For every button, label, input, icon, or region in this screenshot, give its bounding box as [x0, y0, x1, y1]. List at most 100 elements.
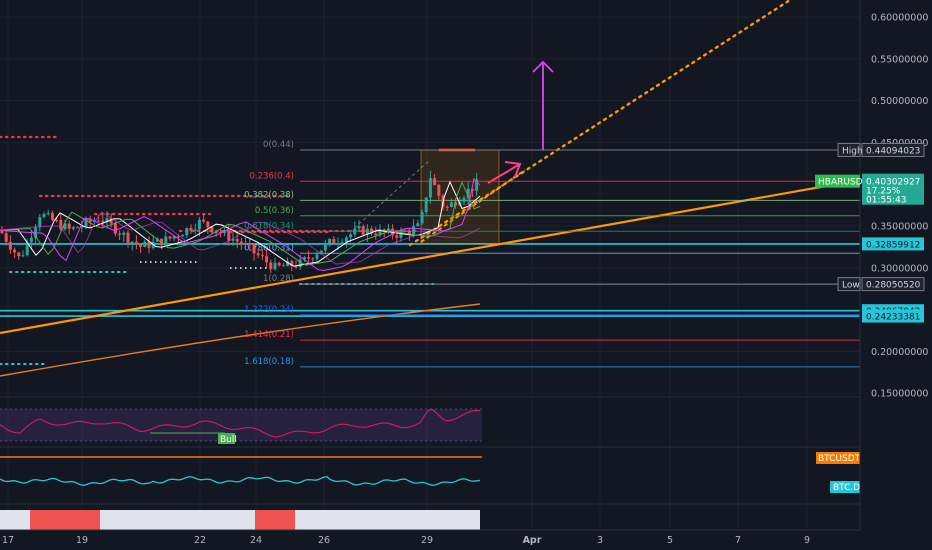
candle-body	[122, 232, 126, 235]
last-price-tag	[862, 173, 924, 205]
high-label: High	[842, 146, 863, 156]
price-axis-bg	[860, 0, 932, 530]
candle-body	[462, 197, 466, 202]
grid	[0, 0, 860, 530]
lvl3-tag-bg	[862, 309, 924, 323]
candle-body	[164, 236, 168, 246]
time-tick-label: 26	[318, 535, 330, 546]
candle-body	[454, 202, 458, 206]
trendline-lower	[0, 303, 481, 377]
high-label-bg	[837, 142, 861, 157]
time-tick-label: Apr	[523, 535, 542, 546]
candle-body	[143, 241, 147, 248]
candle-body	[17, 252, 21, 257]
ma-purple	[0, 211, 481, 265]
candle-body	[130, 241, 134, 244]
price-tick-label: 0.15000000	[871, 389, 928, 400]
candle-body	[67, 223, 71, 229]
candle-body	[227, 230, 231, 241]
candle-body	[63, 223, 67, 230]
candle-body	[344, 237, 348, 243]
candle-body	[101, 220, 105, 222]
candle-body	[416, 223, 420, 227]
low-tag-value: 0.28050520	[866, 281, 921, 291]
btcusdt-label-bg	[816, 452, 860, 464]
price-axis[interactable]: 0.600000000.550000000.500000000.45000000…	[859, 0, 932, 530]
candle-body	[181, 235, 185, 237]
low-label: Low	[842, 281, 860, 291]
candle-body	[172, 236, 176, 239]
projection-dotted-line	[408, 0, 792, 247]
time-tick-label: 9	[804, 535, 810, 546]
candle-body	[155, 238, 159, 242]
fib-label-3: 0.5(0.36)	[255, 206, 294, 216]
candle-body	[118, 233, 122, 235]
candle-body	[340, 242, 344, 244]
time-axis-bg	[0, 530, 932, 550]
candle-body	[8, 241, 12, 250]
time-tick-label: 3	[597, 535, 603, 546]
time-tick-label: 29	[421, 535, 433, 546]
candle-body	[38, 217, 42, 228]
fibonacci-retracement[interactable]: 0(0.44) 0.236(0.4) 0.382(0.38) 0.5(0.36) 0.6…	[244, 140, 860, 368]
candle-body	[323, 243, 327, 251]
price-tick-label: 0.60000000	[871, 13, 928, 24]
fib-label-9: 1.618(0.18)	[244, 357, 294, 367]
candle-body	[428, 178, 432, 198]
candle-body	[84, 218, 88, 227]
candle-body	[55, 219, 59, 221]
candle-body	[235, 239, 239, 242]
candle-body	[197, 219, 201, 230]
candle-body	[281, 265, 285, 267]
candle-body	[176, 236, 180, 238]
ma-green	[0, 181, 481, 266]
candle-body	[248, 243, 252, 245]
bottom-bar	[0, 510, 480, 530]
candle-body	[50, 213, 54, 220]
candle-body	[311, 258, 315, 260]
candle-body	[378, 229, 382, 236]
fib-label-2: 0.382(0.38)	[244, 190, 294, 200]
rsi-bull-badge	[218, 433, 235, 444]
candle-body	[25, 242, 29, 256]
candle-body	[361, 226, 365, 235]
candle-body	[298, 259, 302, 267]
candle-body	[126, 232, 130, 244]
candle-body	[382, 229, 386, 232]
candle-body	[424, 197, 428, 213]
candle-body	[403, 231, 407, 233]
candle-body	[202, 219, 206, 222]
fib-label-5: 0.786(0.31)	[244, 243, 294, 253]
candle-body	[223, 230, 227, 234]
candle-body	[286, 261, 290, 267]
price-tick-label: 0.55000000	[871, 54, 928, 65]
candle-body	[185, 227, 189, 236]
candle-body	[80, 226, 84, 228]
candle-body	[59, 219, 63, 230]
time-tick-label: 7	[735, 535, 741, 546]
candle-body	[189, 227, 193, 231]
candle-body	[113, 223, 117, 234]
candle-body	[134, 241, 138, 245]
candle-body	[290, 261, 294, 267]
rsi-band	[0, 409, 482, 441]
candle-body	[294, 266, 298, 268]
candle-body	[168, 236, 172, 239]
candle-body	[420, 212, 424, 224]
candle-body	[193, 229, 197, 231]
candle-body	[395, 235, 399, 238]
candle-body	[269, 262, 273, 270]
arrow-small-head	[504, 161, 522, 178]
btcd-label: BTC.D	[833, 483, 860, 493]
time-tick-label: 22	[194, 535, 206, 546]
indicator-panes: Bull75.0050.00BTCUSDT58813.63.40%62.00BT…	[0, 396, 932, 530]
time-axis[interactable]: 17 19 22 24 26 29 Apr 3 5 7 9	[0, 529, 932, 550]
candle-body	[399, 231, 403, 238]
candle-body	[0, 230, 4, 234]
candle-body	[105, 218, 109, 222]
candle-body	[433, 178, 437, 185]
candle-body	[160, 238, 164, 246]
high-tag-bg	[861, 142, 925, 157]
